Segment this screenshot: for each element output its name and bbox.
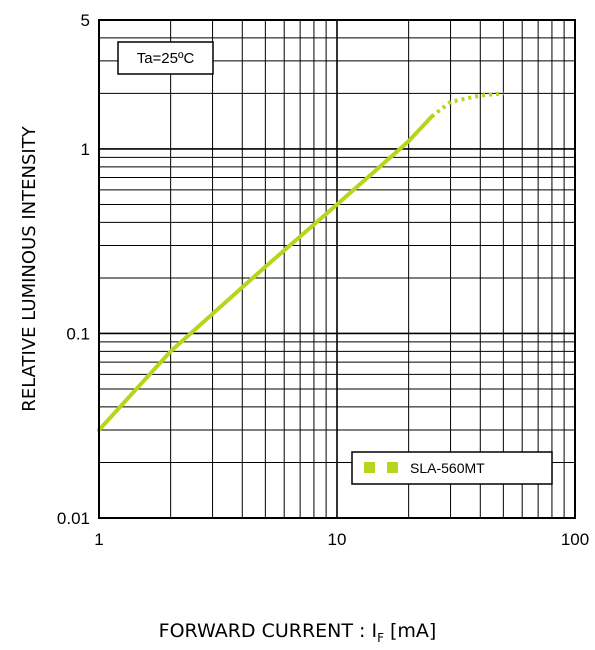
legend-swatch bbox=[364, 462, 375, 473]
series-line-solid bbox=[97, 114, 434, 432]
legend-swatch bbox=[387, 462, 398, 473]
grid-lines bbox=[99, 20, 575, 518]
legend-label: SLA-560MT bbox=[410, 460, 485, 476]
annotation-box: Ta=25ºC bbox=[117, 41, 214, 75]
series-layer bbox=[97, 91, 504, 432]
x-axis-label: FORWARD CURRENT : IF [mA] bbox=[0, 620, 595, 645]
y-tick-label: 5 bbox=[81, 11, 90, 30]
x-tick-label: 100 bbox=[561, 530, 589, 549]
y-axis-label: RELATIVE LUMINOUS INTENSITY bbox=[19, 125, 40, 411]
y-tick-label: 0.1 bbox=[66, 324, 90, 343]
series-line-dotted bbox=[430, 91, 504, 119]
x-tick-label: 1 bbox=[94, 530, 103, 549]
annotation-text: Ta=25ºC bbox=[137, 50, 195, 67]
plot-frame bbox=[98, 19, 576, 519]
y-tick-label: 0.01 bbox=[57, 509, 90, 528]
legend: SLA-560MT bbox=[351, 451, 553, 485]
x-axis-label-text: FORWARD CURRENT : I bbox=[158, 620, 378, 642]
tick-labels: 1 10 100 0.01 0.1 1 5 bbox=[57, 11, 589, 549]
x-axis-label-subscript: F bbox=[377, 630, 384, 645]
y-tick-label: 1 bbox=[81, 140, 90, 159]
x-tick-label: 10 bbox=[328, 530, 347, 549]
x-axis-label-unit: [mA] bbox=[383, 620, 437, 642]
